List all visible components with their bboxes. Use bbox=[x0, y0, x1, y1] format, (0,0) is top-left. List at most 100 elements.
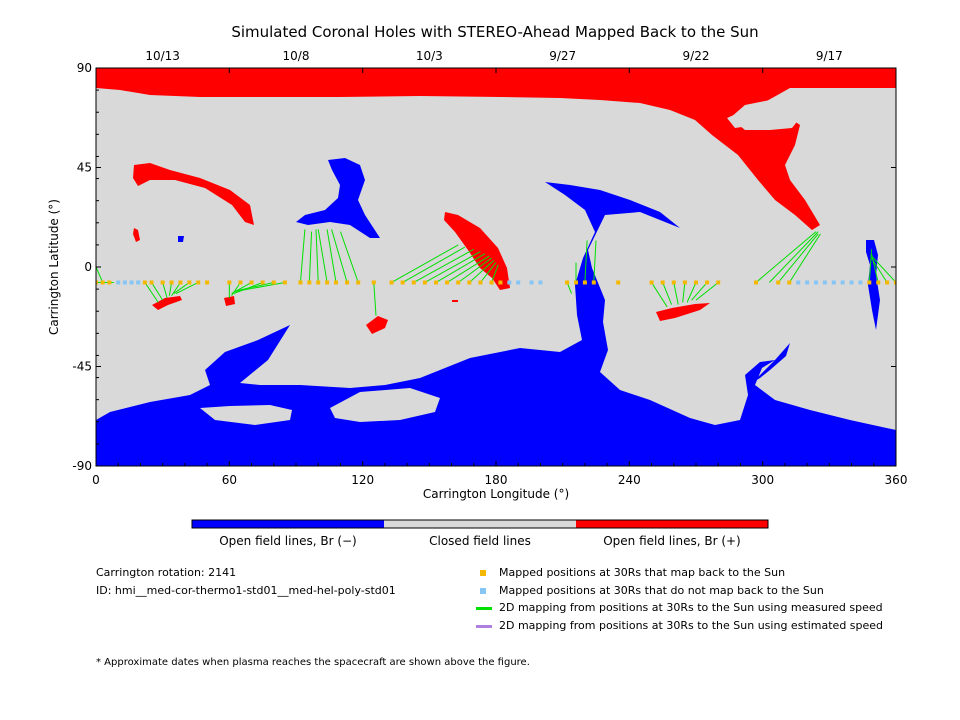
x-tick-label: 0 bbox=[92, 473, 100, 487]
top-date-label: 10/13 bbox=[145, 49, 180, 63]
gray-island-north bbox=[730, 100, 800, 130]
y-tick-label: 0 bbox=[84, 260, 92, 274]
mapping-line bbox=[435, 253, 486, 283]
map-plot-area bbox=[96, 68, 896, 466]
top-date-label: 9/22 bbox=[683, 49, 710, 63]
mapped-position-point bbox=[389, 280, 394, 285]
negative-coronal-hole-small bbox=[178, 236, 184, 242]
top-date-label: 10/8 bbox=[283, 49, 310, 63]
top-date-axis: 10/13 10/8 10/3 9/27 9/22 9/17 bbox=[145, 49, 842, 63]
mapped-position-point bbox=[298, 280, 303, 285]
unmapped-position-point bbox=[122, 280, 127, 285]
unmapped-position-point bbox=[822, 280, 827, 285]
mapping-line bbox=[171, 282, 181, 297]
legend-label-mapped: Mapped positions at 30Rs that map back t… bbox=[499, 566, 786, 579]
colorbar-label-positive: Open field lines, Br (+) bbox=[603, 534, 741, 548]
mapped-position-point bbox=[445, 280, 450, 285]
x-tick-label: 300 bbox=[751, 473, 774, 487]
mapped-position-point bbox=[227, 280, 232, 285]
mapping-line bbox=[871, 253, 879, 283]
mapped-position-point bbox=[582, 280, 587, 285]
mapping-line bbox=[144, 282, 159, 303]
mapping-line bbox=[235, 281, 285, 292]
south-negative-polar-hole bbox=[96, 182, 896, 466]
gray-island-south-2 bbox=[330, 388, 440, 422]
mapped-position-point bbox=[565, 280, 570, 285]
positive-coronal-hole-speck bbox=[452, 300, 458, 302]
top-date-label: 9/17 bbox=[816, 49, 843, 63]
colorbar-negative bbox=[192, 520, 384, 528]
colorbar-label-negative: Open field lines, Br (−) bbox=[219, 534, 357, 548]
mapped-position-point bbox=[867, 280, 872, 285]
mapping-line bbox=[413, 248, 475, 283]
mapped-position-point bbox=[196, 280, 201, 285]
chart-title: Simulated Coronal Holes with STEREO-Ahea… bbox=[231, 23, 758, 41]
positive-coronal-hole-south-60 bbox=[224, 296, 235, 306]
mapped-position-point bbox=[334, 280, 338, 285]
mapping-line bbox=[317, 229, 328, 283]
mapping-line bbox=[308, 231, 313, 283]
mapped-position-point bbox=[411, 280, 416, 285]
mapping-line bbox=[446, 255, 490, 283]
negative-coronal-hole-350 bbox=[866, 240, 880, 330]
mapping-line bbox=[868, 249, 873, 283]
mapping-lines bbox=[96, 229, 896, 316]
mapped-position-point bbox=[649, 280, 654, 285]
mapped-position-point bbox=[776, 280, 781, 285]
mapping-line bbox=[231, 282, 241, 297]
mapping-line bbox=[584, 240, 588, 283]
legend-label-unmapped: Mapped positions at 30Rs that do not map… bbox=[499, 584, 824, 597]
unmapped-position-point bbox=[116, 280, 121, 285]
mapped-position-point bbox=[160, 280, 165, 285]
mapping-line bbox=[871, 255, 896, 283]
mapping-line bbox=[673, 282, 679, 305]
colorbar-border bbox=[191, 519, 769, 529]
unmapped-position-point bbox=[529, 280, 534, 285]
unmapped-position-point bbox=[849, 280, 854, 285]
mapping-line bbox=[151, 282, 164, 301]
mapped-position-point bbox=[356, 280, 361, 285]
x-tick-label: 360 bbox=[885, 473, 908, 487]
mapping-line bbox=[777, 233, 819, 283]
unmapped-position-point bbox=[858, 280, 863, 285]
mapped-position-point bbox=[178, 280, 183, 285]
positive-coronal-hole-south-260 bbox=[656, 303, 710, 321]
positive-coronal-hole-south-125 bbox=[366, 316, 388, 334]
mapping-line bbox=[391, 244, 459, 283]
mapped-position-point bbox=[694, 280, 698, 285]
unmapped-position-point bbox=[840, 280, 845, 285]
mapped-position-point bbox=[498, 280, 503, 285]
mapping-line bbox=[768, 231, 819, 283]
positive-coronal-hole-30 bbox=[133, 163, 254, 225]
mapped-position-point bbox=[894, 280, 896, 285]
legend-label-measured: 2D mapping from positions at 30Rs to the… bbox=[499, 601, 883, 614]
mapped-position-point bbox=[100, 280, 105, 285]
gray-island-south-3 bbox=[600, 365, 745, 418]
mapped-position-point bbox=[142, 280, 147, 285]
mapped-position-point bbox=[316, 280, 321, 285]
mapped-position-point bbox=[307, 280, 312, 285]
mapping-line bbox=[326, 229, 337, 283]
unmapped-position-point bbox=[516, 280, 521, 285]
mapped-position-point bbox=[260, 280, 265, 285]
mapping-line bbox=[339, 231, 359, 283]
mapped-position-point bbox=[787, 280, 792, 285]
mapped-position-point bbox=[107, 280, 112, 285]
model-id-label: ID: hmi__med-cor-thermo1-std01__med-hel-… bbox=[96, 584, 396, 597]
mapped-position-point bbox=[671, 280, 676, 285]
unmapped-position-point bbox=[831, 280, 836, 285]
mapping-line bbox=[373, 282, 377, 316]
x-tick-label: 60 bbox=[222, 473, 237, 487]
mapped-points bbox=[96, 280, 896, 285]
unmapped-position-point bbox=[805, 280, 810, 285]
mapping-line bbox=[457, 257, 492, 283]
mapping-line bbox=[691, 282, 708, 301]
mapped-position-point bbox=[271, 280, 276, 285]
mapping-line bbox=[491, 264, 499, 283]
legend-label-estimated: 2D mapping from positions at 30Rs to the… bbox=[499, 619, 884, 632]
mapping-line bbox=[331, 229, 348, 283]
colorbar-positive bbox=[576, 520, 768, 528]
mapped-position-point bbox=[422, 280, 427, 285]
y-axis: 90 45 0 -45 -90 bbox=[72, 61, 896, 473]
unmapped-position-point bbox=[507, 280, 512, 285]
